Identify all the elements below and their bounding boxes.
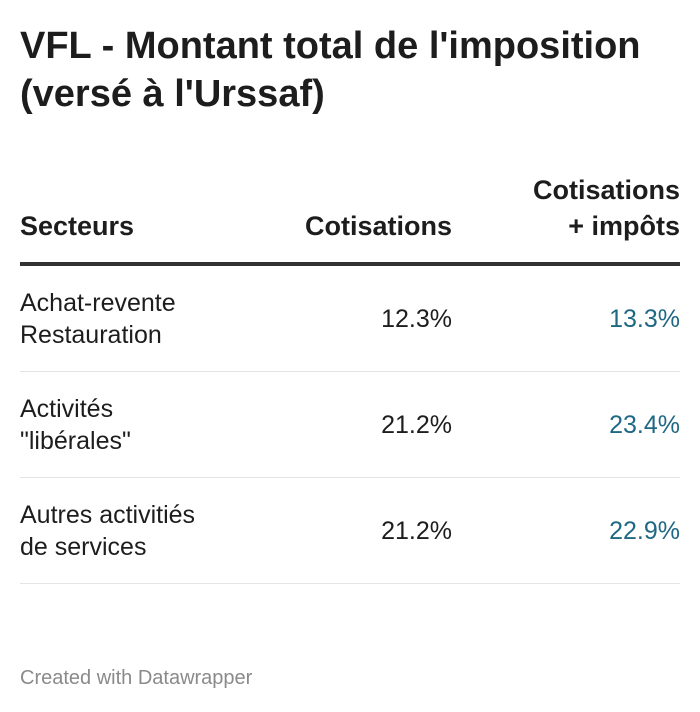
column-header-label-line-1: Cotisations [532,175,680,205]
chart-title: VFL - Montant total de l'imposition (ver… [20,25,641,115]
datawrapper-credit: Created with Datawrapper [20,667,253,689]
table-header-row: Secteurs Cotisations Cotisations + impôt… [20,172,680,266]
secteur-line-2: de services [20,532,147,561]
cell-secteur: Achat-revente Restauration [20,264,260,372]
column-header-secteurs: Secteurs [20,172,260,266]
column-header-label: Secteurs [20,211,135,241]
cell-cotisations-impots: 22.9% [452,477,680,584]
cell-cotisations-impots: 13.3% [452,264,680,372]
data-table: Secteurs Cotisations Cotisations + impôt… [20,172,680,584]
cell-cotisations: 21.2% [260,371,452,478]
column-header-cotisations: Cotisations [260,172,452,266]
secteur-line-2: Restauration [20,320,162,349]
secteur-line-1: Autres activitiés [20,500,196,529]
cell-cotisations: 21.2% [260,477,452,584]
table-row: Autres activitiés de services 21.2% 22.9… [20,477,680,584]
column-header-label: Cotisations [304,211,452,241]
cell-cotisations-impots: 23.4% [452,371,680,478]
cell-secteur: Autres activitiés de services [20,477,260,584]
column-header-label-line-2: + impôts [568,211,680,241]
secteur-line-1: Achat-revente [20,288,176,317]
table-row: Activités "libérales" 21.2% 23.4% [20,371,680,478]
column-header-cotisations-impots: Cotisations + impôts [452,172,680,266]
cell-cotisations: 12.3% [260,264,452,372]
secteur-line-1: Activités [20,394,114,423]
secteur-line-2: "libérales" [20,426,131,455]
cell-secteur: Activités "libérales" [20,371,260,478]
table-row: Achat-revente Restauration 12.3% 13.3% [20,264,680,372]
